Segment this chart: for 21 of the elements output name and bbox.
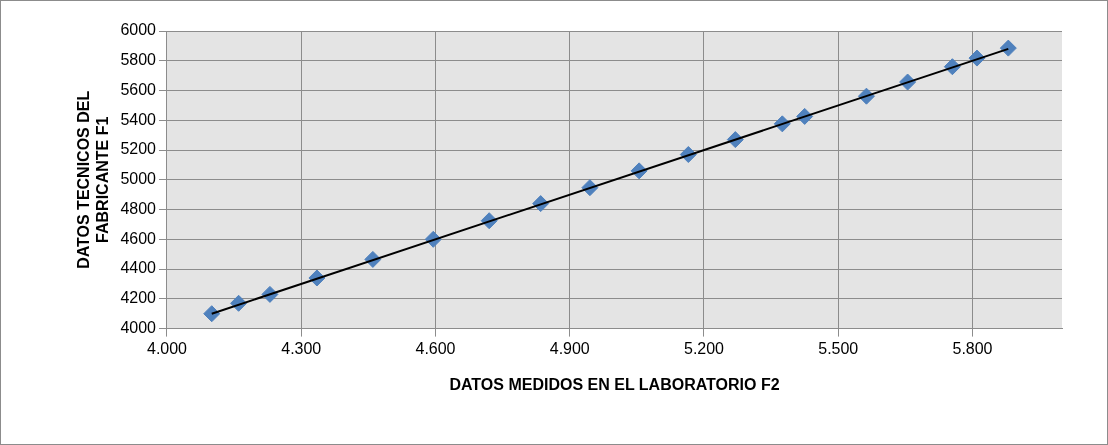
x-tick-label: 5.800 [952,339,993,357]
y-tick-label: 5800 [120,51,157,69]
x-tick-label: 4.300 [281,339,322,357]
y-tick-label: 4600 [120,229,157,247]
x-tick-label: 4.900 [549,339,590,357]
point [999,39,1017,57]
x-tick-label: 4.000 [146,339,188,357]
y-tick-label: 5200 [120,140,157,158]
y-tick-label: 5400 [120,110,157,128]
y-axis-title: DATOS TECNICOS DEL FABRICANTE F1 [75,90,112,269]
x-tick-label: 5.200 [683,339,725,357]
y-tick-label: 5000 [120,170,157,188]
x-axis-title: DATOS MEDIDOS EN EL LABORATORIO F2 [449,375,780,393]
x-tick-label: 4.600 [415,339,456,357]
y-tick-label: 4400 [120,259,157,277]
x-tick-label: 5.500 [818,339,859,357]
y-tick-label: 4200 [120,289,157,307]
y-tick-label: 6000 [120,21,157,39]
y-tick-label: 4800 [120,199,157,217]
y-tick-label: 5600 [120,80,157,98]
y-tick-label: 4000 [120,319,157,337]
